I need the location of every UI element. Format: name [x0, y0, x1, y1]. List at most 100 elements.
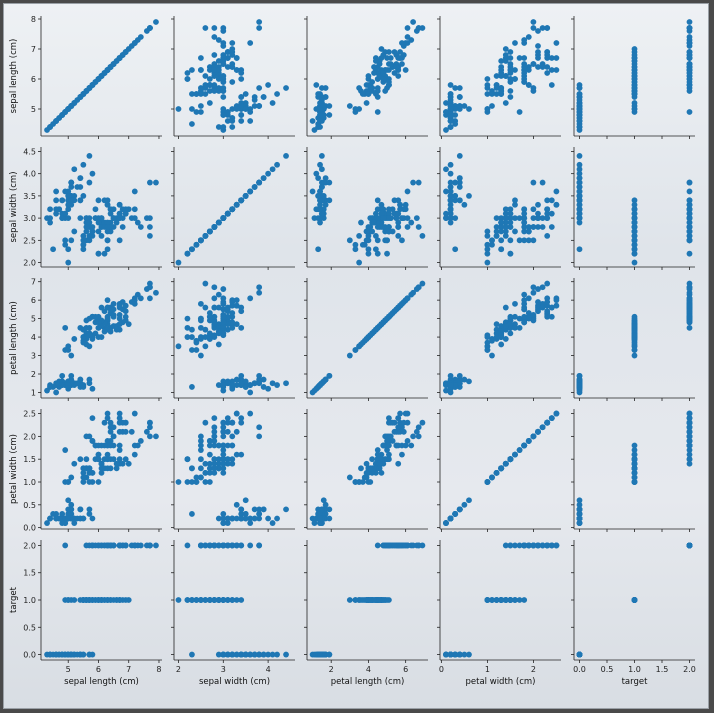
data-point — [456, 179, 463, 186]
data-point — [502, 304, 509, 311]
data-point — [147, 419, 153, 426]
data-point — [238, 76, 245, 82]
data-point — [415, 224, 422, 230]
data-point — [367, 465, 374, 472]
data-point — [461, 201, 468, 208]
data-point — [484, 228, 491, 235]
data-point — [452, 112, 459, 118]
data-point — [184, 315, 191, 322]
data-point — [153, 19, 159, 25]
data-point — [131, 188, 138, 195]
data-point — [86, 506, 93, 513]
data-point — [92, 79, 99, 85]
data-point — [576, 210, 583, 217]
data-point — [322, 201, 329, 208]
data-point — [116, 415, 123, 422]
data-point — [686, 61, 693, 67]
data-point — [548, 313, 555, 320]
x-tick-label: 0 — [439, 665, 444, 674]
data-point — [415, 542, 422, 549]
data-point — [104, 219, 111, 226]
data-point — [535, 49, 541, 55]
data-point — [391, 70, 398, 76]
data-point — [211, 313, 218, 320]
data-point — [274, 651, 280, 658]
data-point — [530, 284, 537, 291]
data-point — [71, 336, 78, 342]
y-tick-label: 0.5 — [23, 501, 36, 510]
y-axis-label: sepal width (cm) — [9, 171, 19, 242]
data-point — [215, 651, 222, 658]
data-point — [686, 179, 693, 186]
data-point — [452, 382, 459, 388]
data-point — [242, 384, 249, 390]
data-point — [386, 542, 392, 549]
scatter-points — [443, 410, 560, 526]
data-point — [404, 188, 411, 195]
data-point — [229, 456, 236, 463]
data-point — [206, 82, 213, 88]
data-point — [544, 55, 551, 61]
data-point — [326, 515, 333, 522]
data-point — [512, 215, 518, 222]
data-point — [220, 295, 227, 302]
data-point — [265, 170, 272, 177]
data-point — [367, 479, 374, 485]
data-point — [576, 511, 583, 517]
data-point — [238, 542, 245, 549]
data-point — [184, 250, 191, 257]
data-point — [238, 651, 245, 658]
data-point — [447, 515, 454, 522]
data-point — [107, 210, 114, 217]
scatter-points — [175, 152, 289, 266]
data-point — [576, 170, 583, 177]
data-point — [404, 25, 411, 31]
data-point — [107, 206, 114, 213]
data-point — [507, 219, 514, 226]
data-point — [274, 91, 280, 97]
data-point — [365, 250, 372, 257]
y-tick-label: 5 — [31, 315, 36, 324]
data-point — [65, 215, 72, 222]
data-point — [233, 451, 240, 458]
data-point — [104, 228, 111, 235]
data-point — [447, 206, 454, 213]
data-point — [395, 460, 402, 467]
data-point — [206, 597, 213, 603]
data-point — [576, 161, 583, 168]
data-point — [313, 170, 320, 177]
data-point — [631, 456, 638, 463]
data-point — [507, 313, 514, 320]
data-point — [62, 188, 69, 195]
data-point — [147, 542, 153, 549]
data-point — [315, 175, 322, 182]
data-point — [220, 456, 227, 463]
data-point — [686, 442, 693, 449]
data-point — [274, 515, 280, 522]
data-point — [83, 88, 90, 94]
data-point — [502, 219, 509, 226]
data-point — [315, 91, 322, 97]
data-point — [386, 442, 392, 449]
data-point — [498, 85, 505, 91]
y-tick-label: 1.5 — [23, 569, 36, 578]
data-point — [548, 224, 555, 230]
data-point — [95, 219, 102, 226]
data-point — [175, 343, 182, 350]
data-point — [95, 250, 102, 257]
data-point — [238, 515, 245, 522]
data-point — [229, 442, 236, 449]
data-point — [147, 284, 153, 291]
data-point — [372, 210, 379, 217]
data-point — [484, 250, 491, 257]
data-point — [202, 469, 209, 476]
data-point — [686, 210, 693, 217]
data-point — [404, 224, 411, 230]
data-point — [80, 474, 87, 481]
data-point — [189, 651, 195, 658]
data-point — [242, 515, 249, 522]
data-point — [137, 542, 144, 549]
data-point — [220, 319, 227, 326]
data-point — [352, 246, 359, 253]
data-point — [189, 106, 195, 112]
